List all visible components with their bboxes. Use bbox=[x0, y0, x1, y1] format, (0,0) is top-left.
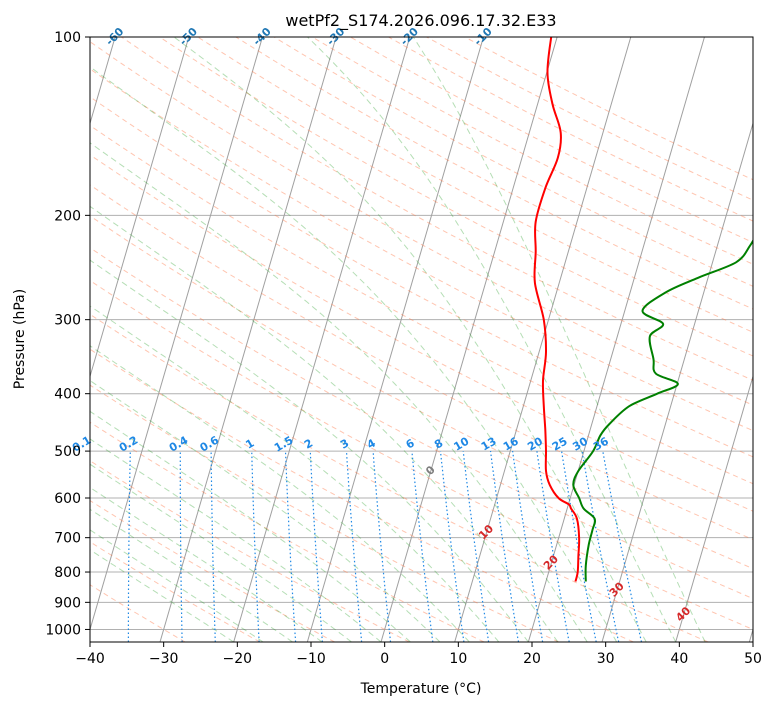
plot-background bbox=[90, 37, 753, 642]
dry-adiabat bbox=[90, 124, 753, 485]
y-axis: 100 200 300 400 500 600 700 800 900 1000 bbox=[45, 30, 90, 638]
dry-adiabat bbox=[90, 421, 485, 642]
y-tick-label: 300 bbox=[54, 313, 81, 329]
profile-lines bbox=[533, 37, 753, 582]
dry-adiabat bbox=[90, 348, 634, 642]
x-tick-label: 10 bbox=[449, 651, 467, 667]
temperature-profile-line bbox=[533, 37, 581, 582]
y-tick-label: 100 bbox=[54, 30, 81, 46]
dry-adiabat bbox=[90, 584, 186, 642]
y-tick-label: 200 bbox=[54, 208, 81, 224]
mixing-ratio-line bbox=[581, 451, 620, 642]
x-tick-label: 40 bbox=[670, 651, 688, 667]
background-lines bbox=[90, 37, 753, 642]
y-tick-label: 800 bbox=[54, 565, 81, 581]
x-tick-label: 50 bbox=[744, 651, 762, 667]
moist-adiabat bbox=[90, 142, 588, 642]
moist-adiabat bbox=[90, 410, 411, 642]
x-tick-label: −10 bbox=[296, 651, 326, 667]
x-tick-label: −30 bbox=[149, 651, 179, 667]
dry-adiabat bbox=[90, 184, 753, 541]
dry-adiabat bbox=[90, 279, 753, 630]
dewpoint-profile-line bbox=[572, 238, 753, 582]
isotherm-line bbox=[306, 37, 484, 642]
moist-adiabat bbox=[412, 37, 706, 642]
x-tick-label: 20 bbox=[523, 651, 541, 667]
isotherm-line bbox=[233, 37, 411, 642]
y-tick-label: 700 bbox=[54, 531, 81, 547]
moist-adiabat bbox=[90, 345, 470, 642]
moist-adiabat bbox=[90, 508, 293, 642]
dry-adiabat bbox=[90, 313, 709, 642]
mixing-ratio-line bbox=[439, 451, 465, 642]
x-tick-label: 30 bbox=[597, 651, 615, 667]
x-axis: −40 −30 −20 −10 0 10 20 30 40 50 bbox=[75, 642, 762, 667]
x-tick-label: −40 bbox=[75, 651, 105, 667]
dry-adiabat bbox=[197, 37, 753, 333]
moist-adiabat bbox=[90, 463, 352, 642]
mixing-ratio-line bbox=[489, 451, 520, 642]
moist-adiabat bbox=[90, 205, 559, 642]
dry-adiabat bbox=[273, 37, 753, 287]
x-tick-label: −20 bbox=[223, 651, 253, 667]
dry-adiabat bbox=[90, 68, 753, 432]
y-tick-label: 600 bbox=[54, 491, 81, 507]
x-axis-title: Temperature (°C) bbox=[360, 681, 482, 697]
isotherm-line bbox=[90, 37, 263, 632]
dry-adiabat bbox=[121, 37, 753, 381]
isotherm-line bbox=[601, 121, 753, 642]
plot-frame bbox=[89, 36, 754, 643]
dry-adiabat bbox=[90, 247, 753, 600]
moist-adiabat bbox=[90, 305, 500, 642]
y-tick-label: 500 bbox=[54, 444, 81, 460]
isotherm-line bbox=[527, 37, 705, 642]
mixing-ratio-line bbox=[561, 451, 597, 642]
y-tick-label: 400 bbox=[54, 387, 81, 403]
moist-adiabat bbox=[90, 66, 618, 642]
y-axis-title: Pressure (hPa) bbox=[12, 289, 28, 389]
mixing-ratio-line bbox=[411, 451, 434, 642]
moist-adiabat bbox=[90, 486, 323, 642]
x-tick-label: 0 bbox=[380, 651, 389, 667]
moist-adiabat bbox=[307, 37, 677, 642]
isotherm-line bbox=[380, 37, 558, 642]
y-tick-label: 1000 bbox=[45, 622, 81, 638]
chart-title: wetPf2_S174.2026.096.17.32.E33 bbox=[285, 11, 556, 31]
isotherm-line bbox=[90, 37, 190, 379]
mixing-ratio-line bbox=[462, 451, 490, 642]
dry-adiabat bbox=[90, 541, 261, 642]
moist-adiabat bbox=[90, 259, 529, 642]
dry-adiabat bbox=[90, 460, 410, 642]
moist-adiabat bbox=[90, 379, 441, 642]
mixing-ratio-line bbox=[345, 451, 363, 642]
isotherm-line bbox=[454, 37, 632, 642]
y-tick-label: 900 bbox=[54, 595, 81, 611]
isotherm-line bbox=[159, 37, 337, 642]
mixing-ratio-line bbox=[372, 451, 392, 642]
mixing-ratio-line bbox=[602, 450, 643, 642]
isotherm-line bbox=[675, 374, 753, 642]
